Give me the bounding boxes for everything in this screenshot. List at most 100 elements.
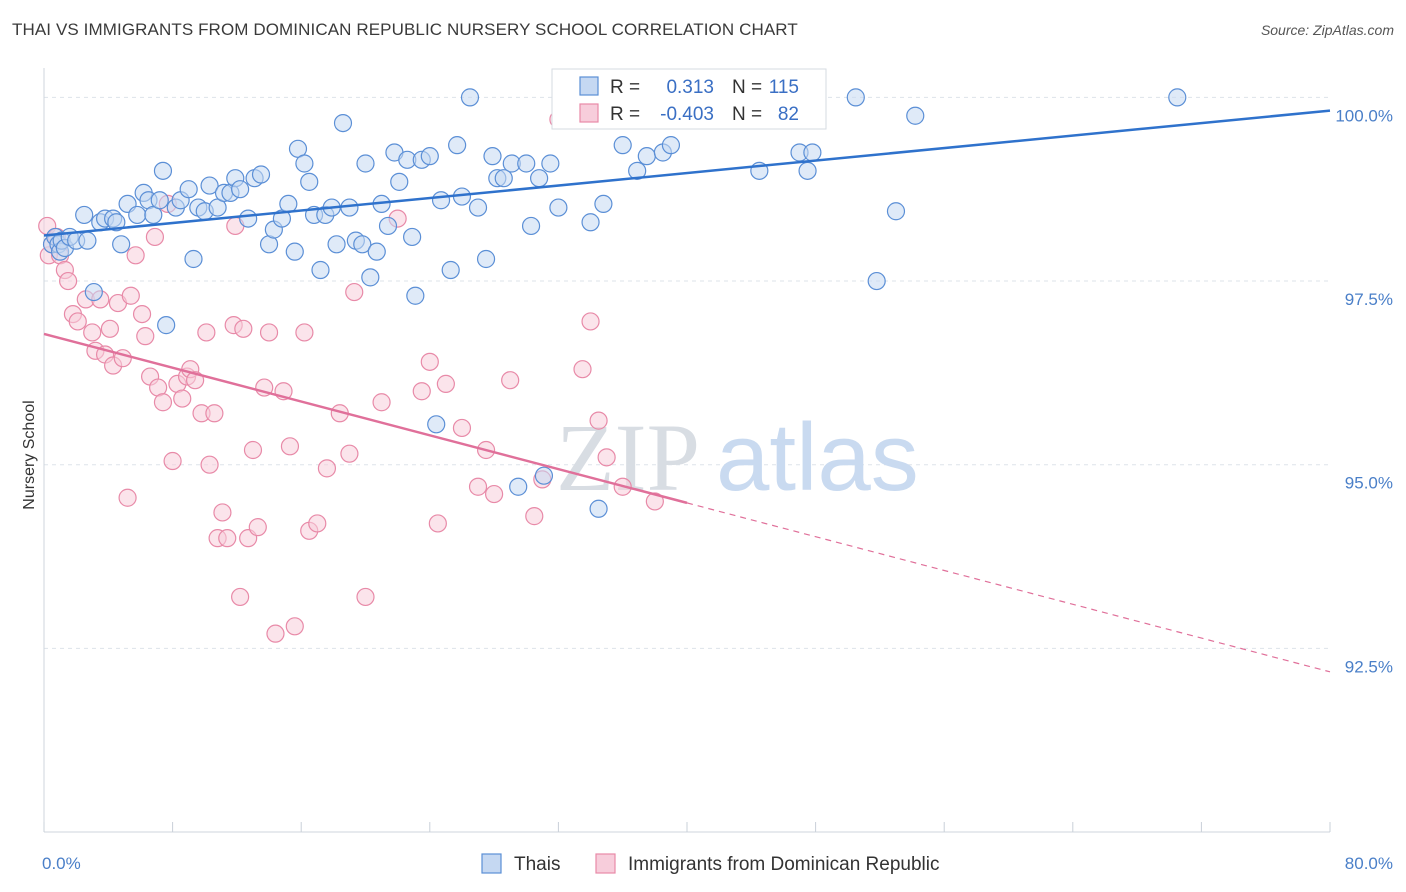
thais-point [661,136,681,155]
dominican-point [197,323,216,342]
x-tick-label-min: 0.0% [42,854,81,873]
dominican-point [573,360,592,379]
dominican-point [153,393,173,412]
trend-lines [43,109,1331,673]
thais-point [803,143,822,162]
y-tick-label: 95.0% [1345,474,1393,493]
thais-point [427,415,446,434]
watermark-atlas: atlas [716,404,919,511]
thais-point [906,106,925,125]
thais-point [279,194,298,214]
dominican-point [345,282,364,302]
thais-point [521,216,541,236]
thais-point [311,260,330,280]
dominican-trend-line [43,332,688,505]
dominican-point [68,312,87,331]
thais-point [441,260,460,280]
thais-point [239,209,258,228]
thais-point [581,213,600,232]
dominican-point [420,352,439,371]
legend-n-value-dominican: 82 [778,104,799,125]
thais-point [333,113,353,133]
legend-swatch-thais [579,76,599,96]
legend-n-label-dominican: N = [732,104,762,125]
thais-point [468,198,488,217]
bottom-legend-label-dominican: Immigrants from Dominican Republic [628,854,940,875]
x-tick-label-max: 80.0% [1345,854,1393,873]
thais-point [84,282,103,302]
thais-point [628,161,647,180]
thais-point [361,268,380,287]
legend-n-value-thais: 115 [769,77,799,98]
dominican-point [243,440,263,460]
thais-point [295,154,314,173]
dominican-point [436,374,455,393]
legend-r-value-dominican: -0.403 [660,104,714,125]
dominican-point [218,529,237,548]
dominican-point [285,617,304,636]
bottom-legend: Thais Immigrants from Dominican Republic [481,853,940,875]
thais-point [153,161,173,180]
thais-point [476,249,496,269]
dominican-trend-extension [686,502,1331,673]
thais-point [1168,88,1187,107]
thais-point [128,205,147,225]
thais-point [150,191,169,210]
bottom-legend-swatch-thais [481,853,502,874]
bottom-legend-swatch-dominican [595,853,616,874]
thais-point [846,88,865,107]
dominican-point [163,451,182,471]
legend-r-value-thais: 0.313 [666,77,714,98]
thais-point [112,235,131,254]
dominican-point [597,448,616,467]
thais-point [594,194,613,214]
thais-point [534,466,554,485]
dominican-point [589,411,608,430]
dominican-point [213,503,232,522]
dominican-point [248,518,267,537]
dominican-point [501,371,520,390]
thais-point [494,169,513,188]
thais-point [75,205,94,225]
series-thais-points [42,88,1187,518]
thais-point [420,147,439,166]
dominican-point [59,271,78,291]
thais-point [530,169,549,188]
dominican-point [412,382,431,401]
thais-point [251,165,271,184]
source-credit: Source: ZipAtlas.com [1260,22,1394,38]
y-tick-label: 92.5% [1345,657,1393,676]
thais-point [517,154,536,173]
thais-point [367,242,386,261]
dominican-point [428,514,447,533]
thais-point [406,286,425,305]
thais-point [184,249,203,269]
dominican-point [83,323,102,342]
dominican-point [121,286,140,305]
dominican-point [372,393,391,412]
thais-point [200,176,219,195]
x-ticks [43,822,1331,832]
watermark-zip: ZIP [556,404,700,511]
thais-point [356,154,375,173]
dominican-point [100,319,120,338]
y-axis-label: Nursery School [21,400,38,509]
dominican-point [468,477,488,496]
y-tick-label: 97.5% [1345,290,1393,309]
dominican-point [231,587,250,607]
thais-point [431,191,451,210]
series-dominican-points [38,110,664,643]
thais-point [327,235,346,254]
thais-point [509,477,528,496]
thais-point [285,242,304,261]
bottom-legend-label-thais: Thais [514,854,560,875]
legend-n-label-thais: N = [732,77,762,98]
thais-point [448,136,467,155]
dominican-point [266,624,285,643]
thais-point [613,136,632,155]
dominican-point [356,587,375,607]
thais-point [798,161,817,180]
chart-title: THAI VS IMMIGRANTS FROM DOMINICAN REPUBL… [12,20,798,39]
dominican-point [485,484,504,504]
